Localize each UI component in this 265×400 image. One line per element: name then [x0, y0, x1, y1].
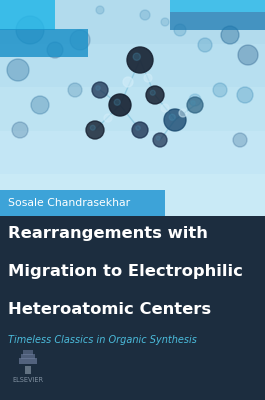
Circle shape	[174, 24, 186, 36]
Circle shape	[132, 122, 148, 138]
Bar	[0, 0, 265, 44]
Bar	[0, 44, 265, 87]
Circle shape	[114, 99, 120, 105]
Bar	[170, 12, 265, 30]
Circle shape	[144, 74, 152, 82]
Bar	[0, 0, 265, 218]
Circle shape	[92, 82, 108, 98]
Circle shape	[7, 59, 29, 81]
Text: ELSEVIER: ELSEVIER	[12, 377, 43, 383]
Circle shape	[238, 45, 258, 65]
Bar	[0, 29, 88, 57]
Circle shape	[127, 47, 153, 73]
Circle shape	[47, 42, 63, 58]
Circle shape	[140, 10, 150, 20]
Circle shape	[109, 94, 131, 116]
Circle shape	[164, 109, 186, 131]
Circle shape	[96, 86, 100, 90]
Circle shape	[86, 121, 104, 139]
Bar	[0, 190, 165, 216]
Circle shape	[198, 38, 212, 52]
Circle shape	[68, 83, 82, 97]
Bar	[19, 358, 37, 364]
Text: Rearrangements with: Rearrangements with	[8, 226, 208, 241]
Circle shape	[221, 26, 239, 44]
Circle shape	[187, 97, 203, 113]
Circle shape	[233, 133, 247, 147]
Bar	[23, 350, 33, 355]
Circle shape	[12, 122, 28, 138]
Circle shape	[96, 6, 104, 14]
Circle shape	[104, 114, 112, 122]
Circle shape	[70, 30, 90, 50]
Text: Migration to Electrophilic: Migration to Electrophilic	[8, 264, 243, 279]
Circle shape	[169, 114, 175, 120]
Circle shape	[136, 126, 140, 130]
Bar	[0, 174, 265, 218]
Circle shape	[161, 104, 169, 112]
Circle shape	[123, 77, 133, 87]
Text: Sosale Chandrasekhar: Sosale Chandrasekhar	[8, 198, 130, 208]
Circle shape	[133, 53, 140, 60]
Text: Heteroatomic Centers: Heteroatomic Centers	[8, 302, 211, 317]
Circle shape	[16, 16, 44, 44]
Circle shape	[150, 90, 155, 95]
Bar	[0, 87, 265, 131]
Bar	[21, 354, 35, 359]
Circle shape	[90, 125, 95, 130]
Circle shape	[213, 83, 227, 97]
Circle shape	[189, 94, 201, 106]
Bar	[170, 0, 265, 12]
Bar	[0, 216, 265, 400]
Circle shape	[161, 18, 169, 26]
Circle shape	[179, 109, 187, 117]
Circle shape	[237, 87, 253, 103]
Text: Timeless Classics in Organic Synthesis: Timeless Classics in Organic Synthesis	[8, 335, 197, 345]
Circle shape	[146, 86, 164, 104]
Circle shape	[191, 101, 195, 105]
Bar	[25, 366, 31, 374]
Bar	[0, 131, 265, 174]
Bar	[0, 0, 55, 30]
Circle shape	[31, 96, 49, 114]
Circle shape	[156, 136, 160, 140]
Circle shape	[153, 133, 167, 147]
